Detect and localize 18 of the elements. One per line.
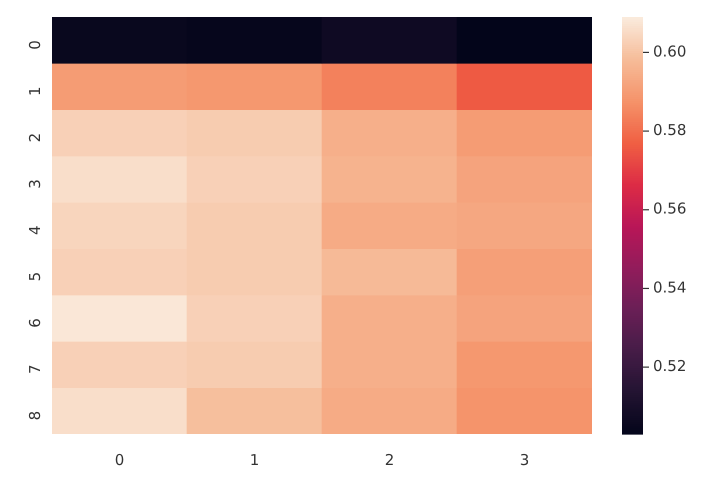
y-tick-label: 2 — [26, 132, 44, 142]
y-tick-label: 7 — [26, 364, 44, 374]
x-tick-label: 1 — [250, 450, 260, 469]
y-tick-label: 1 — [26, 86, 44, 96]
y-tick-label: 6 — [26, 318, 44, 328]
x-tick-label: 0 — [114, 450, 124, 469]
y-tick-label: 3 — [26, 179, 44, 189]
x-tick-label: 3 — [520, 450, 530, 469]
y-tick-label: 4 — [26, 226, 44, 236]
color-bar-label: 0.52 — [653, 357, 686, 376]
x-tick-label: 2 — [384, 450, 394, 469]
color-bar-label: 0.58 — [653, 120, 686, 139]
color-bar-label: 0.54 — [653, 278, 686, 296]
color-bar-label: 0.60 — [653, 42, 686, 60]
y-tick-label: 5 — [26, 272, 44, 282]
y-tick-label: 0 — [26, 40, 44, 50]
color-bar-label: 0.56 — [653, 200, 686, 218]
y-tick-label: 8 — [26, 410, 44, 420]
